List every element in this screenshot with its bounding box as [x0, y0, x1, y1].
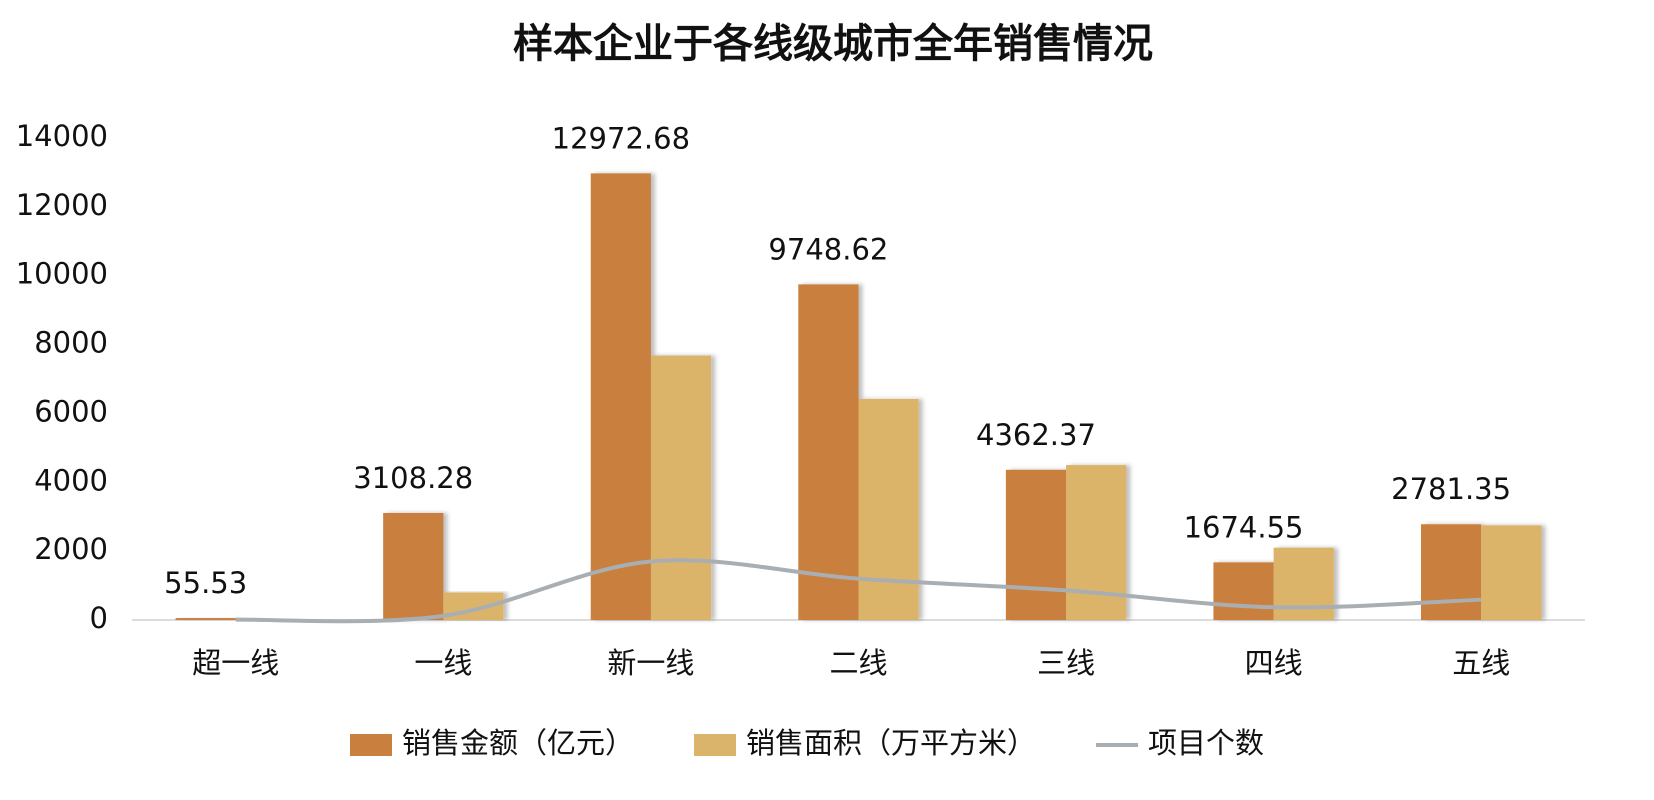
y-tick-label: 8000 — [34, 326, 108, 360]
bar — [858, 398, 919, 620]
data-label: 12972.68 — [552, 121, 690, 155]
bar — [1213, 562, 1274, 620]
bar — [175, 618, 236, 620]
bar — [650, 355, 712, 620]
legend-label: 销售金额（亿元） — [402, 726, 634, 760]
bar — [383, 512, 444, 620]
x-tick-label: 一线 — [414, 646, 472, 680]
data-label: 55.53 — [164, 566, 247, 600]
bar — [1481, 525, 1542, 620]
bar — [1421, 524, 1482, 620]
data-label: 2781.35 — [1391, 472, 1511, 506]
chart-title: 样本企业于各线级城市全年销售情况 — [513, 21, 1153, 67]
x-tick-label: 二线 — [829, 646, 887, 680]
data-label: 9748.62 — [768, 232, 888, 266]
bar — [798, 284, 859, 620]
data-label: 4362.37 — [976, 418, 1096, 452]
data-label: 3108.28 — [353, 461, 473, 495]
y-tick-label: 2000 — [34, 532, 108, 566]
legend-label: 销售面积（万平方米） — [746, 726, 1036, 760]
y-tick-label: 12000 — [16, 188, 108, 222]
legend-swatch — [350, 734, 392, 756]
x-tick-label: 四线 — [1245, 646, 1303, 680]
x-tick-label: 超一线 — [192, 646, 279, 680]
y-tick-label: 10000 — [16, 257, 108, 291]
y-tick-label: 4000 — [34, 463, 108, 497]
data-label: 1674.55 — [1184, 510, 1304, 544]
y-tick-label: 14000 — [16, 119, 108, 153]
x-tick-label: 五线 — [1452, 646, 1510, 680]
line — [235, 558, 1482, 624]
x-tick-label: 三线 — [1037, 646, 1095, 680]
bar — [590, 173, 651, 621]
y-tick-label: 0 — [90, 601, 108, 635]
legend-swatch — [694, 734, 737, 756]
legend-label: 项目个数 — [1148, 726, 1264, 760]
bar — [1005, 469, 1067, 620]
y-tick-label: 6000 — [34, 394, 108, 428]
x-tick-label: 新一线 — [607, 646, 694, 680]
